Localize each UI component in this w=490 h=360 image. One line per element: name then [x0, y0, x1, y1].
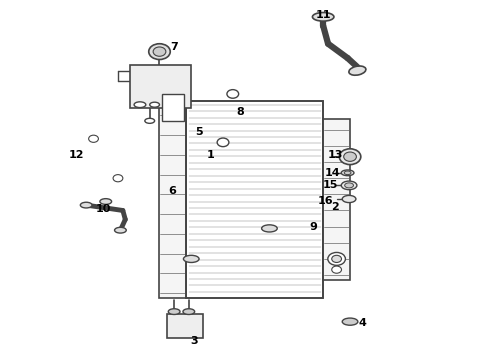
- Circle shape: [328, 252, 345, 265]
- Circle shape: [217, 138, 229, 147]
- Bar: [323, 119, 350, 280]
- Text: 2: 2: [332, 202, 339, 212]
- Ellipse shape: [80, 202, 92, 208]
- Ellipse shape: [150, 102, 159, 107]
- Ellipse shape: [168, 309, 180, 315]
- Ellipse shape: [341, 170, 354, 176]
- Circle shape: [89, 135, 98, 142]
- Ellipse shape: [342, 318, 358, 325]
- Bar: [167, 315, 203, 338]
- Circle shape: [339, 149, 361, 165]
- Text: 3: 3: [190, 336, 197, 346]
- Text: 15: 15: [323, 180, 338, 190]
- Text: 8: 8: [236, 107, 244, 117]
- Ellipse shape: [145, 118, 155, 123]
- Circle shape: [227, 90, 239, 98]
- Text: 1: 1: [207, 150, 215, 160]
- Text: 4: 4: [358, 319, 366, 328]
- Circle shape: [149, 44, 170, 59]
- Ellipse shape: [100, 199, 112, 204]
- Text: 7: 7: [171, 42, 178, 52]
- Text: 5: 5: [195, 127, 202, 136]
- Circle shape: [113, 175, 123, 182]
- Text: 12: 12: [69, 150, 84, 160]
- Circle shape: [332, 255, 342, 262]
- Bar: [162, 94, 184, 121]
- Ellipse shape: [342, 195, 356, 203]
- Bar: [186, 101, 323, 298]
- Bar: [186, 101, 323, 298]
- Text: 10: 10: [96, 204, 111, 214]
- Ellipse shape: [262, 225, 277, 232]
- Text: 13: 13: [328, 150, 343, 160]
- Circle shape: [343, 152, 356, 161]
- Ellipse shape: [344, 171, 351, 175]
- Ellipse shape: [341, 181, 357, 190]
- Text: 9: 9: [310, 222, 318, 231]
- Circle shape: [332, 266, 342, 273]
- Bar: [159, 101, 186, 298]
- Text: 16: 16: [318, 196, 333, 206]
- Text: 11: 11: [316, 10, 331, 20]
- Bar: [130, 65, 191, 108]
- Ellipse shape: [313, 13, 334, 21]
- Ellipse shape: [183, 309, 195, 315]
- Ellipse shape: [349, 66, 366, 75]
- Circle shape: [153, 47, 166, 56]
- Ellipse shape: [134, 102, 146, 108]
- Ellipse shape: [183, 255, 199, 262]
- Ellipse shape: [344, 183, 353, 188]
- Ellipse shape: [115, 227, 126, 233]
- Text: 6: 6: [168, 186, 175, 196]
- Text: 14: 14: [325, 168, 341, 178]
